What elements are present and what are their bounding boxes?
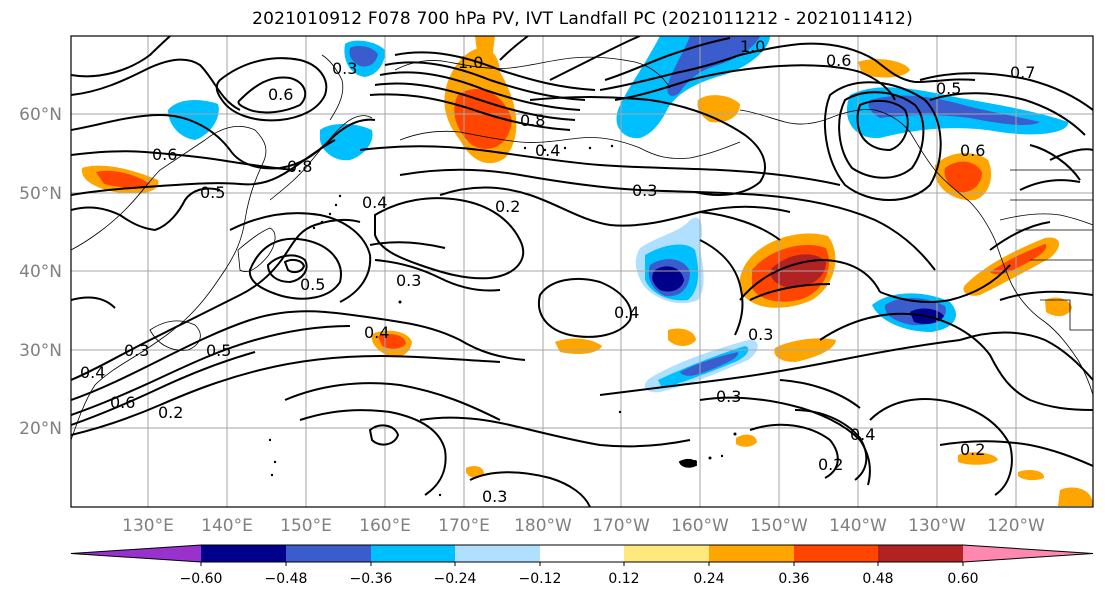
colorbar-tick-label: 0.12 xyxy=(608,571,639,587)
contour-label: 0.4 xyxy=(364,323,389,342)
lon-label: 170°W xyxy=(592,516,650,536)
coastlines xyxy=(71,54,1093,441)
contour-label: 0.3 xyxy=(124,341,149,360)
colorbar-segment xyxy=(624,545,709,562)
contour-labels: 1.0 0.3 0.6 0.8 0.6 0.5 0.2 0.4 0.3 0.5 … xyxy=(80,37,1035,506)
colorbar-tick-label: −0.60 xyxy=(180,571,223,587)
contour-label: 0.4 xyxy=(80,363,105,382)
contour-label: 0.6 xyxy=(960,141,985,160)
colorbar: −0.60 −0.48 −0.36 −0.24 −0.12 0.12 0.24 … xyxy=(70,544,1094,587)
lat-label: 60°N xyxy=(19,105,62,125)
colorbar-tick-label: −0.36 xyxy=(350,571,393,587)
lat-label: 40°N xyxy=(19,262,62,282)
contour-label: 1.0 xyxy=(458,53,483,72)
contour-label: 0.6 xyxy=(268,85,293,104)
contour-label: 1.0 xyxy=(740,37,765,56)
contour-label: 0.2 xyxy=(158,403,183,422)
longitude-labels: 130°E 140°E 150°E 160°E 170°E 180°W 170°… xyxy=(122,516,1045,536)
negative-anomaly-region xyxy=(644,339,758,393)
contour-label: 0.3 xyxy=(632,181,657,200)
contour-label: 0.3 xyxy=(332,59,357,78)
lon-label: 150°W xyxy=(750,516,808,536)
lon-label: 130°E xyxy=(122,516,174,536)
colorbar-segment xyxy=(286,545,371,562)
contour-label: 0.7 xyxy=(1010,63,1035,82)
contour-label: 0.5 xyxy=(300,275,325,294)
map-panel xyxy=(71,36,1093,507)
colorbar-tick-label: 0.36 xyxy=(778,571,809,587)
shading-layer xyxy=(81,36,1093,506)
lon-label: 130°W xyxy=(908,516,966,536)
colorbar-segment xyxy=(371,545,455,562)
colorbar-segment xyxy=(455,545,540,562)
colorbar-extend-low xyxy=(71,545,201,562)
contour-label: 0.6 xyxy=(152,145,177,164)
lon-label: 120°W xyxy=(987,516,1045,536)
negative-anomaly-region xyxy=(635,217,704,304)
lat-label: 30°N xyxy=(19,341,62,361)
map-frame xyxy=(70,35,1094,508)
pv-contours xyxy=(71,36,1093,507)
contour-label: 0.4 xyxy=(850,425,875,444)
colorbar-segment xyxy=(878,545,963,562)
colorbar-extend-high xyxy=(963,545,1093,562)
contour-label: 0.4 xyxy=(362,193,387,212)
contour-label: 0.6 xyxy=(110,393,135,412)
contour-label: 0.5 xyxy=(206,341,231,360)
map-title: 2021010912 F078 700 hPa PV, IVT Landfall… xyxy=(252,9,913,29)
contour-label: 0.4 xyxy=(535,141,560,160)
contour-label: 0.3 xyxy=(482,487,507,506)
colorbar-tick-label: −0.48 xyxy=(265,571,308,587)
colorbar-tick-label: −0.12 xyxy=(519,571,562,587)
colorbar-tick-label: 0.48 xyxy=(862,571,893,587)
contour-label: 0.4 xyxy=(614,303,639,322)
colorbar-segments xyxy=(70,544,1094,563)
contour-label: 0.6 xyxy=(826,51,851,70)
colorbar-segment xyxy=(794,545,878,562)
lon-label: 160°W xyxy=(671,516,729,536)
contour-label: 0.5 xyxy=(936,79,961,98)
contour-label: 0.3 xyxy=(396,271,421,290)
lon-label: 140°E xyxy=(201,516,253,536)
colorbar-segment xyxy=(540,545,624,562)
lon-label: 160°E xyxy=(359,516,411,536)
lon-label: 140°W xyxy=(829,516,887,536)
contour-label: 0.2 xyxy=(818,455,843,474)
colorbar-segment xyxy=(709,545,794,562)
lon-label: 170°E xyxy=(438,516,490,536)
positive-anomaly-region xyxy=(444,36,517,164)
contour-label: 0.8 xyxy=(520,111,545,130)
contour-label: 0.3 xyxy=(748,325,773,344)
lat-label: 20°N xyxy=(19,419,62,439)
colorbar-segment xyxy=(201,545,286,562)
colorbar-labels: −0.60 −0.48 −0.36 −0.24 −0.12 0.12 0.24 … xyxy=(180,571,979,587)
contour-label: 0.8 xyxy=(287,157,312,176)
contour-label: 0.5 xyxy=(200,183,225,202)
contour-label: 0.2 xyxy=(495,197,520,216)
latitude-labels: 60°N 50°N 40°N 30°N 20°N xyxy=(19,105,62,439)
negative-anomaly-region xyxy=(168,40,386,161)
contour-label: 0.3 xyxy=(716,387,741,406)
lon-label: 150°E xyxy=(280,516,332,536)
colorbar-tick-label: 0.24 xyxy=(693,571,724,587)
lon-label: 180°W xyxy=(514,516,572,536)
colorbar-tick-label: −0.24 xyxy=(434,571,477,587)
colorbar-tick-label: 0.60 xyxy=(947,571,978,587)
colorbar-ticks xyxy=(200,562,964,566)
contour-label: 0.2 xyxy=(960,440,985,459)
lat-label: 50°N xyxy=(19,184,62,204)
